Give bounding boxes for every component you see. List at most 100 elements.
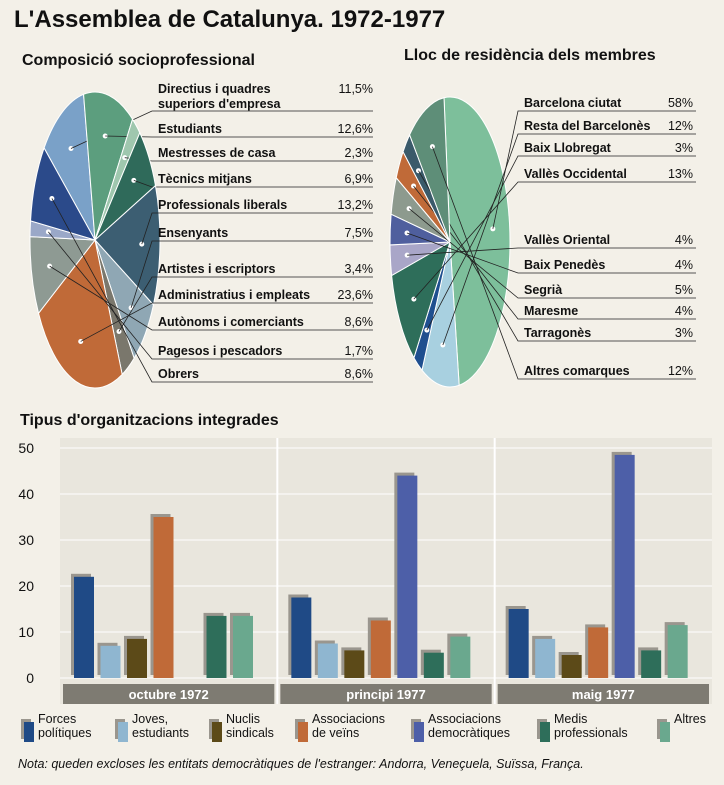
bar bbox=[561, 655, 582, 678]
pie2-label: Vallès Occidental bbox=[524, 167, 627, 181]
pie1-percent: 11,5% bbox=[338, 82, 373, 96]
pie2-label: Segrià bbox=[524, 283, 563, 297]
pie2-percent: 12% bbox=[667, 364, 693, 378]
legend-swatch bbox=[118, 722, 128, 742]
legend-swatch bbox=[540, 722, 550, 742]
bar bbox=[291, 597, 312, 678]
pie1-slice bbox=[37, 238, 123, 389]
pie2-leader bbox=[406, 232, 696, 274]
legend-swatch bbox=[212, 722, 222, 742]
pie1-slice bbox=[30, 146, 97, 241]
category-label: octubre 1972 bbox=[129, 687, 209, 702]
bar bbox=[535, 638, 556, 678]
pie1-label: Tècnics mitjans bbox=[158, 172, 252, 186]
pie1-label: Estudiants bbox=[158, 122, 222, 136]
pie1-percent: 1,7% bbox=[344, 344, 374, 358]
bar bbox=[233, 615, 253, 678]
bar bbox=[74, 576, 94, 678]
bar bbox=[641, 650, 662, 678]
pie1-percent: 3,4% bbox=[344, 262, 374, 276]
pie2-title: Lloc de residència dels membres bbox=[404, 47, 656, 64]
pie2-label: Maresme bbox=[524, 304, 579, 318]
legend-label: Joves, estudiants bbox=[132, 712, 189, 740]
legend-swatch bbox=[24, 722, 34, 742]
pie1-label: Administratius i empleats bbox=[158, 288, 311, 302]
bar bbox=[100, 645, 121, 678]
pie1-percent: 23,6% bbox=[337, 288, 373, 302]
pie1-leader bbox=[51, 198, 373, 383]
pie2-percent: 3% bbox=[674, 141, 693, 155]
pie2-label: Vallès Oriental bbox=[524, 233, 611, 247]
y-tick-label: 20 bbox=[18, 578, 34, 594]
bar bbox=[508, 609, 529, 678]
pie2-label: Baix Llobregat bbox=[524, 141, 611, 155]
pie1-leader bbox=[48, 231, 373, 360]
bar bbox=[317, 643, 338, 678]
pie2-leader bbox=[432, 146, 696, 380]
bar-chart: 0 10 20 30 40 50 octubre 1972 principi 1977 maig… bbox=[18, 438, 712, 704]
pie2-leader bbox=[492, 110, 696, 229]
pie1-label: Professionals liberals bbox=[158, 198, 288, 212]
pie1-percent: 6,9% bbox=[344, 172, 374, 186]
pie1-percent: 8,6% bbox=[344, 315, 374, 329]
legend-label: Medis professionals bbox=[554, 712, 628, 740]
y-tick-label: 50 bbox=[18, 440, 34, 456]
legend-label: Associacions de veïns bbox=[312, 712, 385, 740]
pie1-leader bbox=[141, 212, 373, 245]
pie2-label: Altres comarques bbox=[524, 364, 630, 378]
pie1-label: Artistes i escriptors bbox=[158, 262, 276, 276]
y-tick-label: 30 bbox=[18, 532, 34, 548]
pie2-leader bbox=[442, 133, 696, 346]
legend-swatch bbox=[298, 722, 308, 742]
y-tick-label: 0 bbox=[26, 670, 34, 686]
category-band bbox=[497, 684, 709, 704]
pie2-percent: 4% bbox=[674, 304, 693, 318]
pie2-label: Tarragonès bbox=[524, 326, 592, 340]
pie1-percent: 8,6% bbox=[344, 367, 374, 381]
pie2-percent: 12% bbox=[667, 119, 693, 133]
pie1-slice bbox=[83, 91, 134, 241]
category-label: maig 1977 bbox=[572, 687, 635, 702]
pie2-leader bbox=[407, 247, 696, 256]
pie1-percent: 7,5% bbox=[344, 226, 374, 240]
bar bbox=[397, 475, 418, 678]
pie2-slice bbox=[391, 240, 451, 360]
pie1-label: Pagesos i pescadors bbox=[158, 344, 283, 358]
legend-label: Nuclis sindicals bbox=[226, 712, 274, 740]
pie2-label: Barcelona ciutat bbox=[524, 96, 622, 110]
bar bbox=[588, 627, 609, 678]
pie1-percent: 12,6% bbox=[337, 122, 373, 136]
pie1-title: Composició socioprofessional bbox=[22, 52, 255, 69]
pie1-label: Autònoms i comerciants bbox=[158, 315, 304, 329]
pie2-slice bbox=[421, 241, 460, 388]
bar bbox=[206, 615, 227, 678]
pie2-percent: 3% bbox=[674, 326, 693, 340]
legend-swatch bbox=[414, 722, 424, 742]
pie1-leader bbox=[130, 240, 373, 308]
bar bbox=[423, 652, 444, 678]
pie1-leader bbox=[118, 276, 373, 332]
page-title: L'Assemblea de Catalunya. 1972-1977 bbox=[14, 6, 446, 33]
y-tick-label: 40 bbox=[18, 486, 34, 502]
pie2-leader bbox=[408, 208, 696, 299]
pie2-leader bbox=[418, 170, 696, 342]
pie1-leader bbox=[49, 265, 373, 331]
pie2-percent: 5% bbox=[674, 283, 693, 297]
legend-label: Altres bbox=[674, 712, 706, 726]
y-tick-label: 10 bbox=[18, 624, 34, 640]
pie2-leader bbox=[413, 181, 696, 300]
pie2-chart bbox=[389, 96, 696, 388]
pie2-label: Resta del Barcelonès bbox=[524, 119, 651, 133]
pie1-label: Mestresses de casa bbox=[158, 146, 276, 160]
category-band bbox=[63, 684, 275, 704]
pie2-label: Baix Penedès bbox=[524, 258, 606, 272]
pie2-percent: 13% bbox=[667, 167, 693, 181]
pie1-label: Ensenyants bbox=[158, 226, 229, 240]
pie1-slice bbox=[94, 184, 161, 306]
bar bbox=[153, 517, 174, 678]
pie1-label: Obrers bbox=[158, 367, 199, 381]
pie1-slice bbox=[43, 93, 96, 241]
pie1-percent: 13,2% bbox=[337, 198, 373, 212]
pie1-percent: 2,3% bbox=[344, 146, 374, 160]
bar bbox=[614, 454, 635, 678]
